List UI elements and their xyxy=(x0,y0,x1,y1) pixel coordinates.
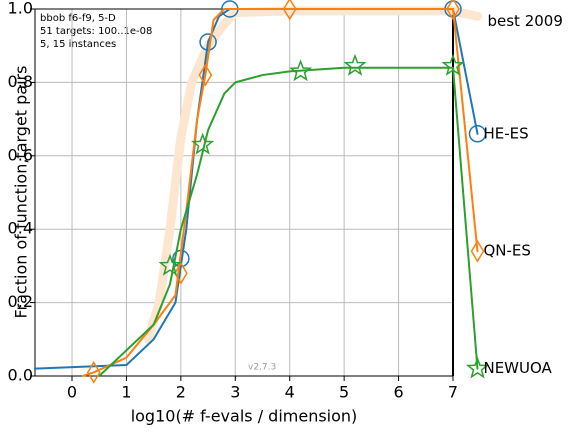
marker xyxy=(158,253,182,276)
series-label: QN-ES xyxy=(483,242,530,260)
series-line xyxy=(34,8,479,370)
x-tick-label: 0 xyxy=(67,383,77,402)
marker xyxy=(470,239,485,263)
series-label: NEWUOA xyxy=(483,359,552,377)
marker xyxy=(86,360,101,384)
marker xyxy=(198,63,213,87)
series-line xyxy=(98,66,479,377)
marker xyxy=(468,125,487,143)
x-tick-label: 1 xyxy=(121,383,131,402)
x-tick-label: 5 xyxy=(339,383,349,402)
marker xyxy=(191,132,215,155)
annotation: 5, 15 instances xyxy=(40,39,116,50)
marker xyxy=(465,356,490,379)
series-label: HE-ES xyxy=(483,124,528,142)
x-tick-label: 6 xyxy=(393,383,403,402)
marker xyxy=(343,53,367,76)
annotation: bbob f6-f9, 5-D xyxy=(40,13,116,24)
annotation: 51 targets: 100..1e-08 xyxy=(40,26,152,37)
y-tick-label: 0.6 xyxy=(8,145,33,164)
y-tick-label: 0.8 xyxy=(8,72,33,91)
series-label: best 2009 xyxy=(487,12,562,30)
y-tick-label: 0.0 xyxy=(8,366,33,385)
y-tick-label: 0.4 xyxy=(8,219,33,238)
marker xyxy=(282,0,297,21)
marker xyxy=(173,261,188,285)
marker xyxy=(289,59,313,82)
y-tick-label: 1.0 xyxy=(8,0,33,18)
series-line xyxy=(81,8,479,377)
y-tick-label: 0.2 xyxy=(8,292,33,311)
x-tick-label: 3 xyxy=(230,383,240,402)
x-tick-label: 4 xyxy=(285,383,295,402)
x-axis-label: log10(# f-evals / dimension) xyxy=(131,407,358,426)
plot-frame xyxy=(34,8,454,377)
marker xyxy=(441,53,465,76)
marker xyxy=(446,0,460,21)
x-tick-label: 7 xyxy=(448,383,458,402)
version: v2.7.3 xyxy=(248,363,276,373)
y-axis-label: Fraction of function,target pairs xyxy=(12,66,31,319)
x-tick-label: 2 xyxy=(176,383,186,402)
